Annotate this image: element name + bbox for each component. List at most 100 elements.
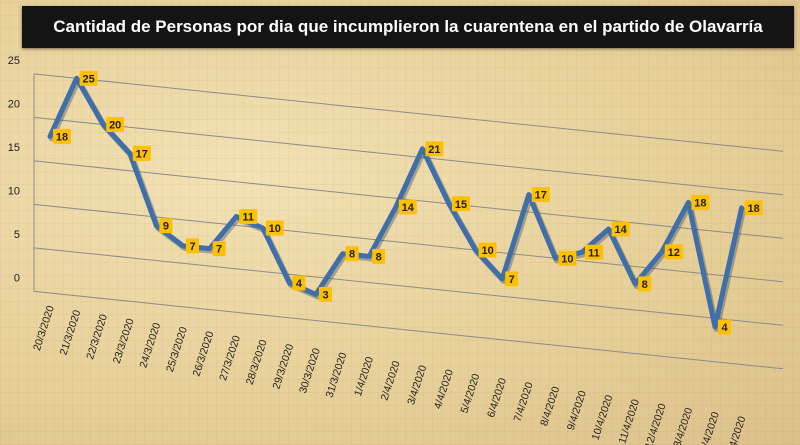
data-label: 14 (614, 224, 627, 236)
data-label-box (585, 244, 603, 260)
data-label-box (505, 271, 519, 287)
data-label: 17 (535, 190, 547, 202)
x-tick-label: 22/3/2020 (84, 313, 110, 361)
data-label: 12 (668, 247, 680, 259)
gridline (33, 116, 784, 196)
x-tick-label: 9/4/2020 (565, 389, 589, 432)
data-label: 18 (56, 131, 68, 143)
x-tick-label: 26/3/2020 (191, 330, 217, 378)
data-label-box (372, 248, 386, 264)
data-label: 10 (269, 223, 281, 235)
data-label: 8 (376, 251, 382, 263)
data-point (367, 254, 371, 258)
data-point (553, 256, 557, 260)
data-label-box (319, 286, 332, 302)
data-label: 14 (402, 202, 415, 214)
data-label: 20 (109, 120, 121, 132)
data-label: 11 (588, 247, 600, 259)
x-tick-label: 12/4/2020 (643, 402, 669, 445)
x-tick-label: 8/4/2020 (538, 385, 562, 428)
x-tick-label: 4/4/2020 (432, 368, 456, 411)
y-tick-label: 0 (14, 272, 20, 284)
gridline (33, 247, 784, 326)
gridline (33, 73, 784, 152)
x-tick-label: 23/3/2020 (111, 317, 137, 365)
x-tick-label: 11/4/2020 (616, 398, 642, 445)
data-label-box (531, 187, 550, 203)
data-label: 8 (349, 249, 355, 261)
data-label: 18 (694, 197, 706, 209)
data-label-box (186, 238, 199, 254)
data-label-box (265, 220, 284, 236)
data-label-box (398, 199, 417, 215)
gridline (33, 203, 784, 283)
data-point (607, 227, 611, 231)
data-point (447, 202, 451, 206)
x-tick-label: 24/3/2020 (137, 321, 163, 369)
x-tick-label: 25/3/2020 (164, 325, 190, 373)
x-axis-ticks: 20/3/2020 21/3/2020 22/3/2020 23/3/2020 24/3… (31, 304, 748, 445)
data-point (75, 76, 79, 80)
data-label-box (159, 218, 173, 234)
data-label-box (558, 250, 577, 266)
data-point (580, 250, 584, 254)
data-point (420, 147, 424, 151)
x-tick-label: 20/3/2020 (31, 304, 57, 352)
data-point (181, 244, 185, 248)
data-label: 11 (242, 212, 254, 224)
data-label-box (212, 241, 226, 257)
x-tick-label: 1/4/2020 (352, 355, 376, 398)
x-tick-label: 7/4/2020 (512, 381, 536, 424)
data-point (261, 226, 265, 230)
data-point (128, 151, 132, 155)
data-point (660, 250, 664, 254)
data-point (208, 247, 212, 251)
data-label: 7 (216, 244, 222, 256)
y-tick-label: 10 (8, 185, 20, 197)
data-point (633, 282, 637, 286)
gridlines (33, 73, 784, 370)
data-point (101, 123, 105, 126)
data-point (740, 206, 744, 210)
data-point (527, 193, 531, 197)
x-tick-label: 13/4/2020 (669, 406, 695, 445)
y-axis-ticks: 0 5 10 15 20 25 (8, 55, 20, 284)
data-label-box (691, 194, 710, 210)
data-label-box (425, 141, 444, 157)
data-label: 18 (747, 203, 759, 215)
gridline (33, 290, 784, 370)
x-tick-label: 31/3/2020 (324, 351, 350, 399)
data-label-box (664, 244, 683, 260)
series-line-path (47, 75, 745, 330)
data-label: 8 (642, 279, 648, 291)
chart-title: Cantidad de Personas por dia que incumpl… (22, 6, 794, 48)
data-point (474, 248, 478, 252)
data-label-box (106, 117, 125, 132)
x-tick-label: 15/4/2020 (723, 415, 749, 445)
x-tick-label: 10/4/2020 (590, 393, 616, 441)
data-point (314, 292, 318, 296)
data-point (341, 252, 345, 256)
data-point (713, 325, 717, 329)
data-label: 4 (721, 322, 728, 334)
y-tick-label: 15 (8, 142, 20, 154)
x-tick-label: 30/3/2020 (297, 347, 323, 395)
data-label: 9 (163, 221, 169, 233)
x-tick-label: 6/4/2020 (485, 376, 509, 419)
data-labels: 18 25 20 17 9 7 7 11 10 4 3 8 8 14 21 15 10 7 17 10 11 14 8 12 1… (53, 70, 763, 335)
x-tick-label: 3/4/2020 (405, 364, 429, 407)
x-tick-label: 5/4/2020 (458, 372, 482, 415)
data-label: 3 (322, 289, 328, 301)
data-label-box (452, 196, 470, 212)
data-label-box (132, 145, 151, 161)
data-label-box (345, 246, 359, 262)
data-label: 4 (296, 278, 303, 290)
data-label: 21 (428, 144, 440, 156)
data-point (234, 215, 238, 219)
data-label: 10 (561, 253, 573, 265)
data-label-box (744, 200, 763, 216)
data-label-box (79, 70, 98, 86)
data-label-box (292, 275, 306, 291)
data-point (394, 205, 398, 209)
